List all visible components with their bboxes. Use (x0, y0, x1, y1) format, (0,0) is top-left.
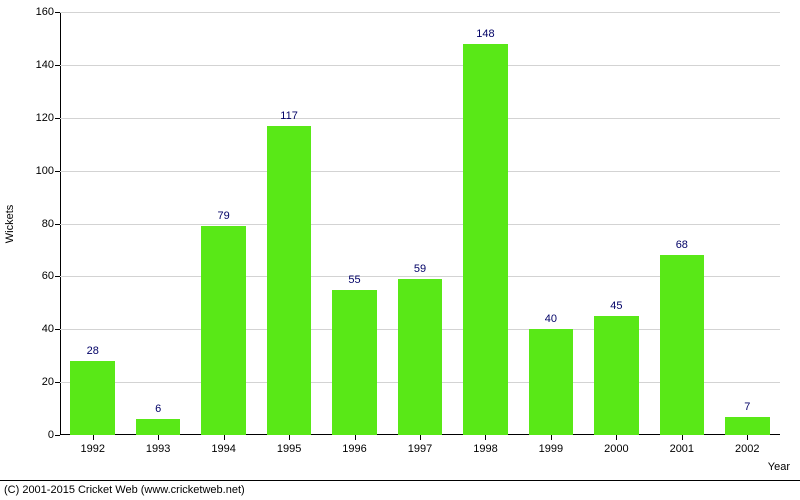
plot-area: 0204060801001201401602819926199379199411… (60, 12, 780, 435)
gridline (60, 65, 780, 66)
bar: 79 (201, 226, 246, 435)
bar-value-label: 59 (414, 263, 426, 279)
bar: 28 (70, 361, 115, 435)
gridline (60, 118, 780, 119)
copyright-footer: (C) 2001-2015 Cricket Web (www.cricketwe… (0, 480, 800, 500)
bar: 68 (660, 255, 705, 435)
bar: 6 (136, 419, 181, 435)
bar: 40 (529, 329, 574, 435)
x-tick-label: 1997 (408, 435, 432, 455)
gridline (60, 12, 780, 13)
x-axis-label: Year (768, 461, 790, 473)
y-tick-label: 140 (36, 59, 60, 71)
bar-value-label: 117 (280, 110, 298, 126)
bar-value-label: 68 (676, 239, 688, 255)
x-tick-label: 2002 (735, 435, 759, 455)
bar-value-label: 148 (476, 28, 494, 44)
y-tick-label: 0 (48, 429, 60, 441)
bar-value-label: 45 (610, 300, 622, 316)
bar-value-label: 28 (87, 345, 99, 361)
y-axis-label: Wickets (4, 204, 16, 243)
bar: 55 (332, 290, 377, 435)
bar: 7 (725, 417, 770, 436)
gridline (60, 224, 780, 225)
x-tick-label: 1993 (146, 435, 170, 455)
copyright-text: (C) 2001-2015 Cricket Web (www.cricketwe… (4, 484, 245, 496)
y-tick-label: 40 (42, 323, 60, 335)
y-tick-label: 160 (36, 6, 60, 18)
y-tick-label: 100 (36, 165, 60, 177)
y-tick-label: 20 (42, 376, 60, 388)
x-tick-label: 1996 (342, 435, 366, 455)
bar-value-label: 7 (744, 401, 750, 417)
bar: 59 (398, 279, 443, 435)
bar-value-label: 6 (155, 403, 161, 419)
bar-value-label: 55 (348, 274, 360, 290)
x-tick-label: 1994 (211, 435, 235, 455)
x-tick-label: 1999 (539, 435, 563, 455)
y-tick-label: 60 (42, 270, 60, 282)
y-tick-label: 80 (42, 218, 60, 230)
x-tick-label: 2000 (604, 435, 628, 455)
bar: 117 (267, 126, 312, 435)
x-tick-label: 1995 (277, 435, 301, 455)
bar-value-label: 79 (218, 210, 230, 226)
x-tick-label: 2001 (670, 435, 694, 455)
bar: 45 (594, 316, 639, 435)
bar-value-label: 40 (545, 313, 557, 329)
y-tick-label: 120 (36, 112, 60, 124)
x-tick-label: 1998 (473, 435, 497, 455)
bar: 148 (463, 44, 508, 435)
chart-container: 0204060801001201401602819926199379199411… (0, 0, 800, 480)
gridline (60, 171, 780, 172)
x-tick-label: 1992 (80, 435, 104, 455)
